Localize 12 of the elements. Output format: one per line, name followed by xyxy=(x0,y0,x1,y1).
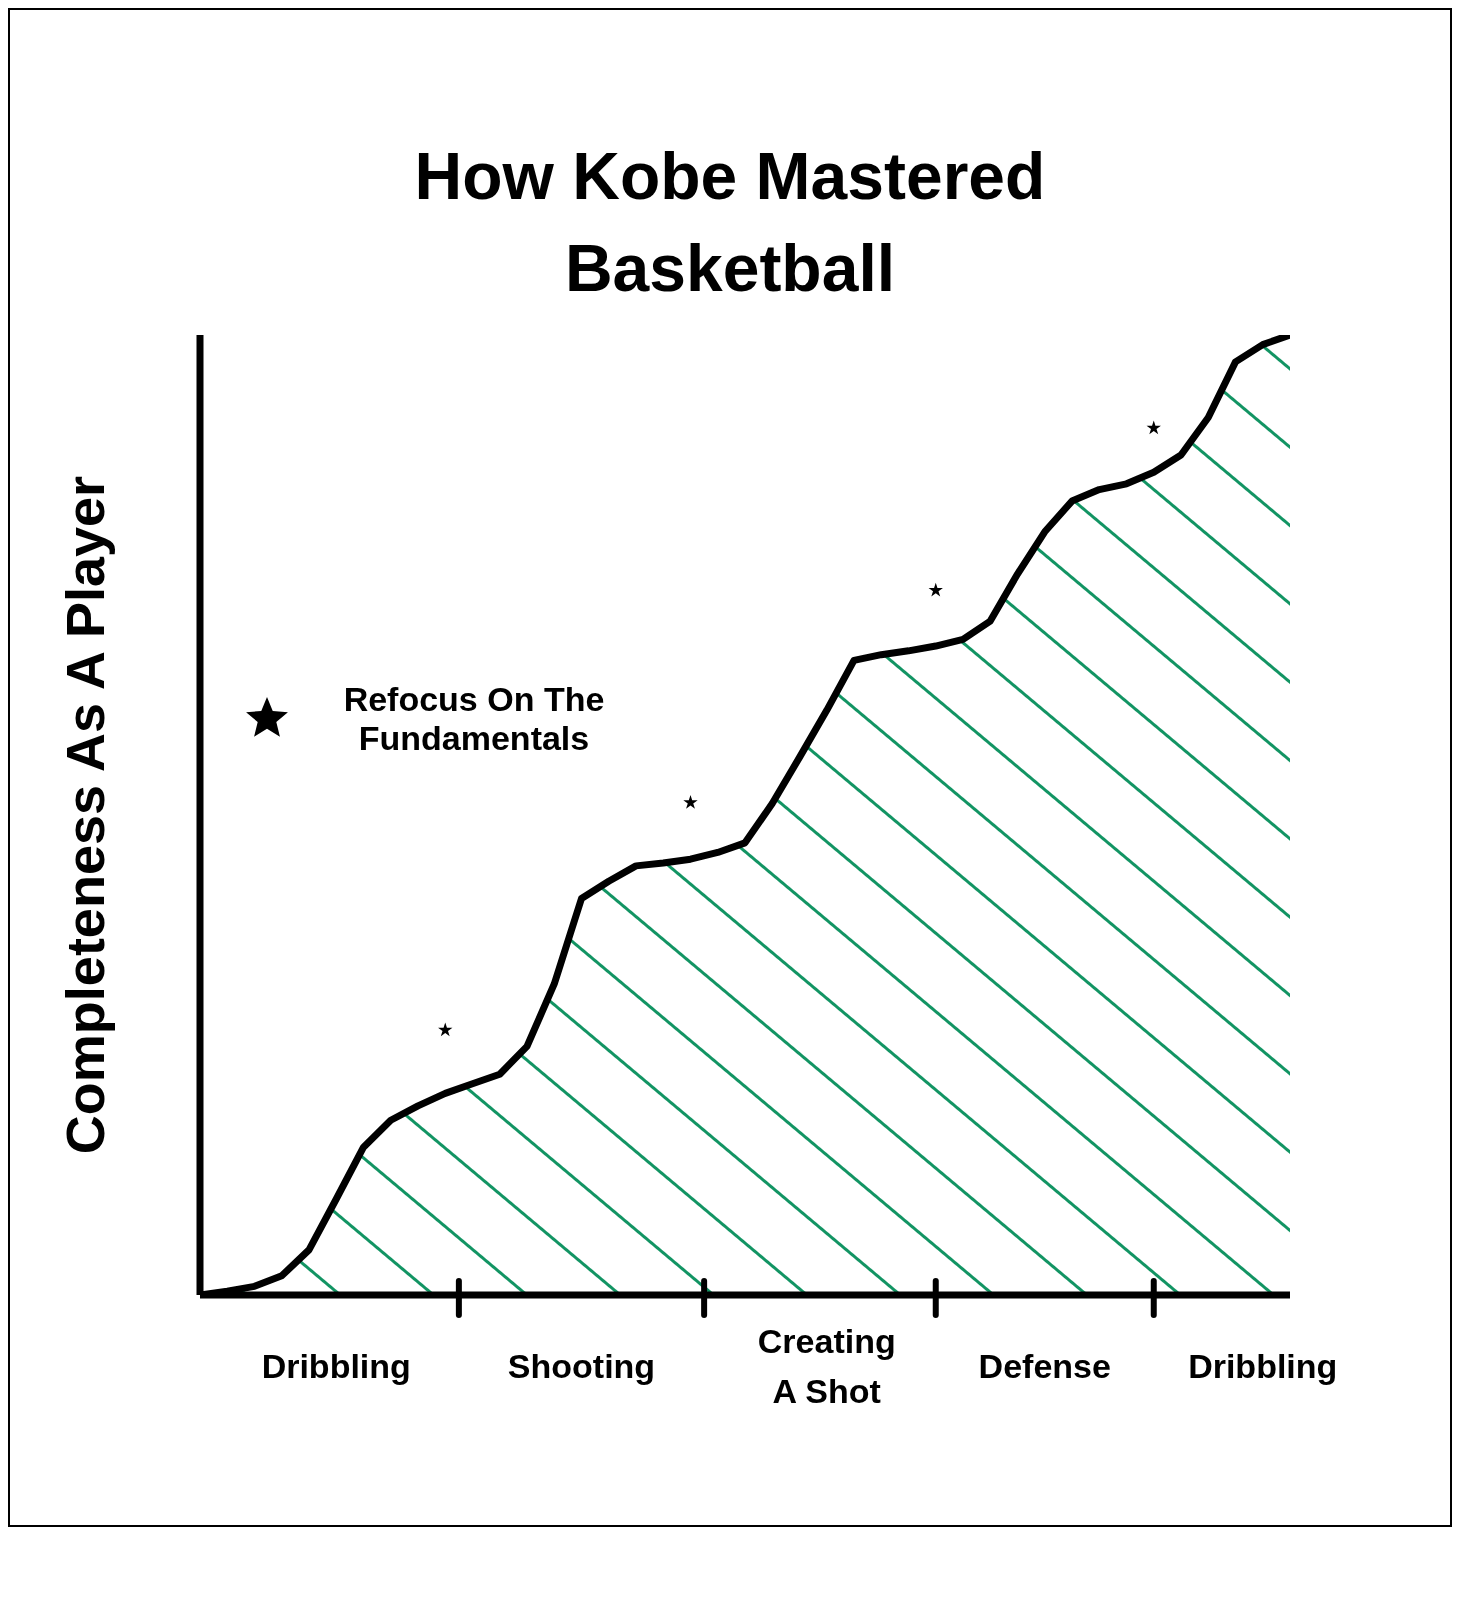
point xyxy=(928,582,943,597)
chart-title: How Kobe Mastered Basketball xyxy=(413,138,1047,308)
x-tick-label: Defense xyxy=(978,1346,1111,1385)
x-tick-label: Shooting xyxy=(507,1346,656,1385)
x-tick-label: Creating A Shot xyxy=(757,1321,896,1410)
point xyxy=(438,1022,453,1036)
x-tick-label: Dribbling xyxy=(261,1346,411,1385)
y-axis-title: Completeness As A Player xyxy=(55,475,116,1154)
legend-label: Refocus On The Fundamentals xyxy=(342,680,606,758)
point xyxy=(683,794,698,809)
x-tick-label: Dribbling xyxy=(1188,1346,1338,1385)
point xyxy=(1146,420,1161,435)
